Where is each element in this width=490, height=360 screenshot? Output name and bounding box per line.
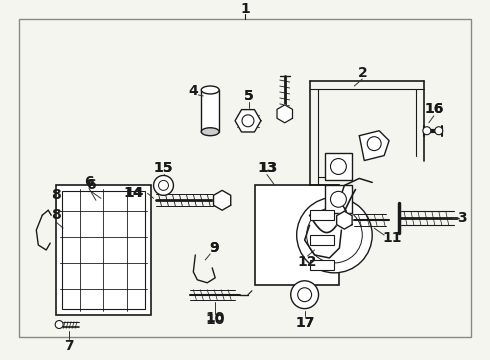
- Text: 9: 9: [209, 241, 219, 255]
- Circle shape: [291, 281, 318, 309]
- Text: 16: 16: [424, 102, 443, 116]
- Ellipse shape: [201, 128, 219, 136]
- Text: 4: 4: [189, 84, 198, 98]
- Text: 17: 17: [295, 315, 314, 329]
- Polygon shape: [359, 131, 389, 161]
- Text: 17: 17: [295, 315, 314, 329]
- Circle shape: [55, 320, 63, 328]
- Text: 13: 13: [257, 162, 276, 175]
- Circle shape: [435, 127, 443, 135]
- Text: 6: 6: [84, 175, 94, 189]
- Text: 14: 14: [123, 186, 143, 200]
- Text: 8: 8: [51, 208, 61, 222]
- Bar: [20, 19, 470, 337]
- Text: 1: 1: [240, 3, 250, 17]
- Polygon shape: [214, 190, 231, 210]
- Text: 7: 7: [64, 339, 74, 354]
- Text: 10: 10: [205, 312, 225, 327]
- Text: 14: 14: [124, 186, 144, 200]
- Text: 9: 9: [209, 241, 219, 255]
- Text: 12: 12: [298, 255, 318, 269]
- Text: 16: 16: [424, 102, 443, 116]
- Bar: [62, 192, 145, 309]
- Text: 6: 6: [86, 179, 96, 192]
- Bar: [310, 235, 335, 245]
- Text: 3: 3: [457, 211, 466, 225]
- Text: 11: 11: [382, 231, 402, 245]
- Circle shape: [330, 192, 346, 207]
- Bar: [310, 260, 335, 270]
- Bar: [56, 185, 150, 315]
- Text: 8: 8: [51, 188, 61, 202]
- Circle shape: [423, 127, 431, 135]
- Ellipse shape: [201, 86, 219, 94]
- Bar: [201, 90, 219, 132]
- Bar: [310, 210, 335, 220]
- Polygon shape: [277, 105, 293, 123]
- Circle shape: [153, 175, 173, 195]
- Polygon shape: [337, 211, 352, 229]
- Text: 15: 15: [154, 162, 173, 175]
- Text: 10: 10: [205, 311, 225, 325]
- Circle shape: [330, 158, 346, 175]
- Polygon shape: [235, 109, 261, 132]
- Bar: [324, 185, 352, 213]
- Text: 5: 5: [244, 89, 254, 103]
- Text: 15: 15: [154, 162, 173, 175]
- Bar: [324, 153, 352, 180]
- Circle shape: [296, 197, 372, 273]
- Text: 2: 2: [357, 66, 367, 80]
- Text: 5: 5: [244, 89, 254, 103]
- Circle shape: [367, 137, 381, 150]
- Text: 13: 13: [258, 162, 277, 175]
- Bar: [255, 185, 340, 285]
